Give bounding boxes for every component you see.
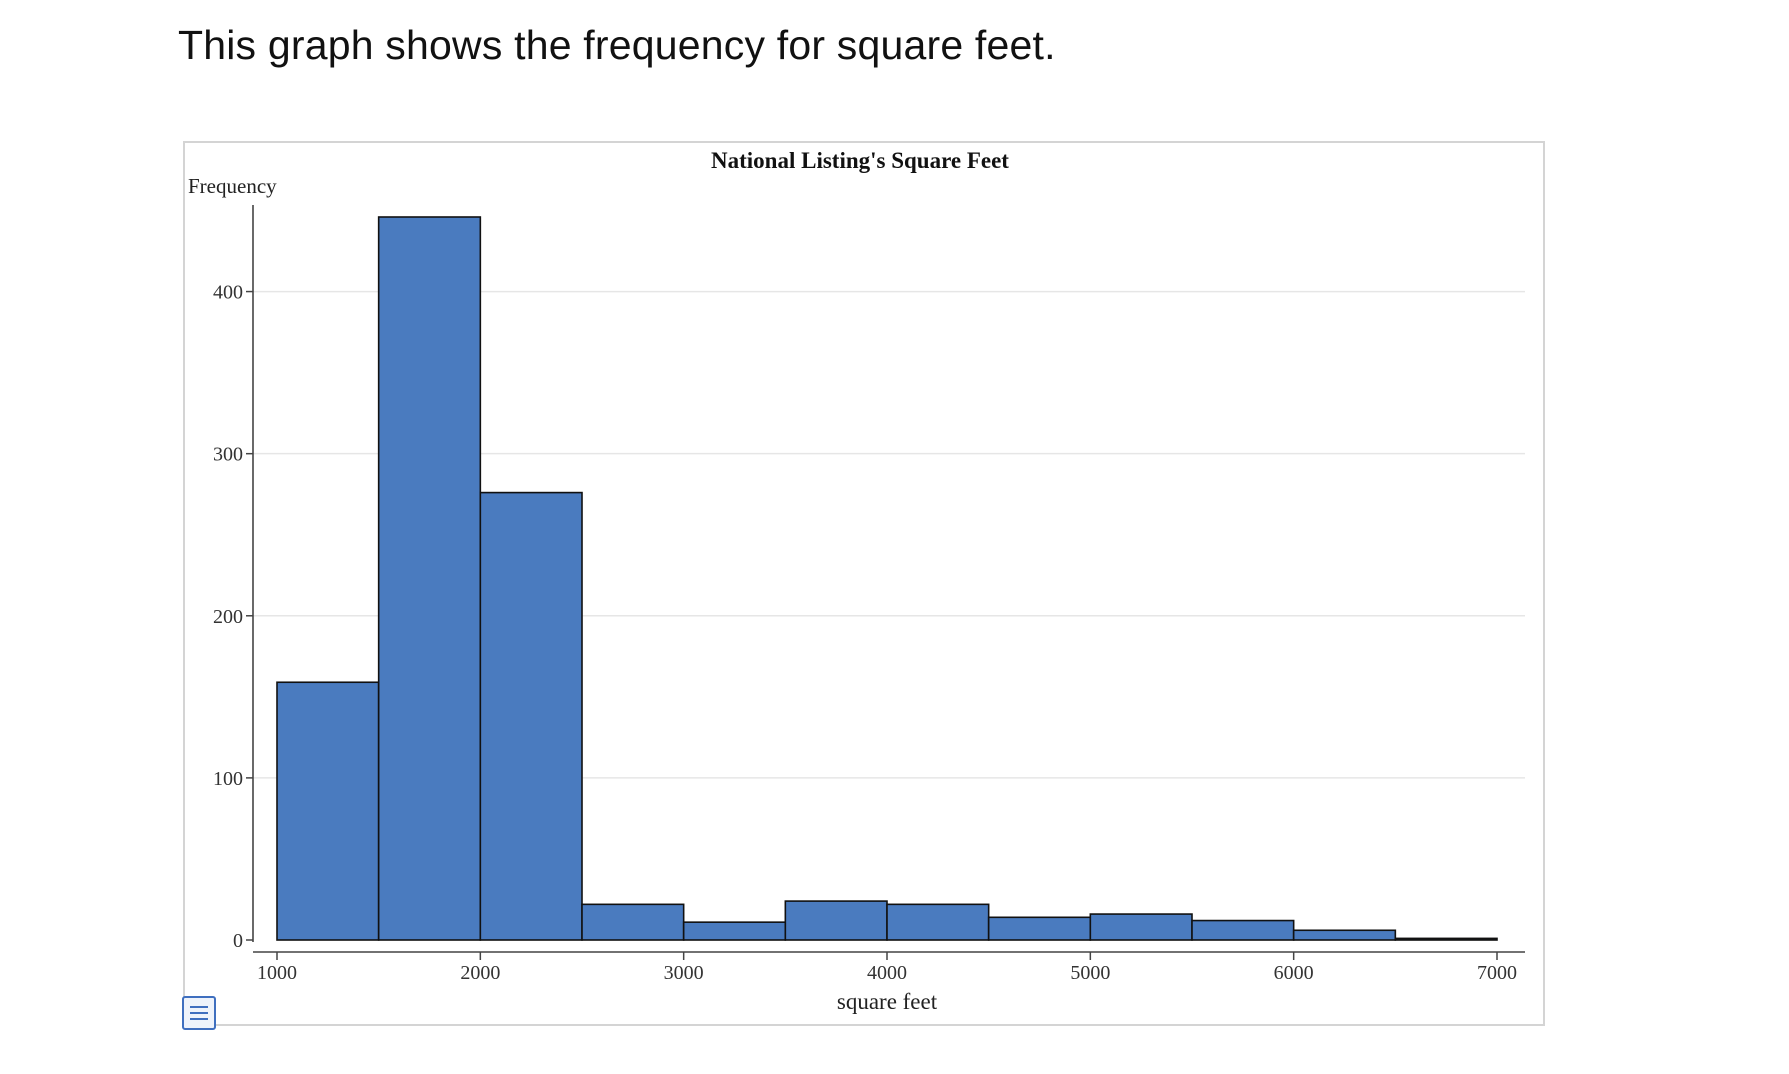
histogram-bar [682, 921, 787, 941]
page-heading: This graph shows the frequency for squar… [178, 22, 1056, 68]
x-tick-label: 4000 [867, 962, 907, 984]
histogram-bar [276, 681, 380, 941]
histogram-bar [1191, 919, 1295, 941]
histogram-bar [1292, 929, 1397, 941]
y-tick-label: 400 [213, 282, 243, 304]
list-menu-icon[interactable] [182, 996, 216, 1030]
histogram-bar [1089, 913, 1193, 941]
x-tick-label: 1000 [257, 962, 297, 984]
histogram-bar [784, 900, 888, 941]
histogram-bar [581, 903, 685, 941]
histogram-bar [987, 916, 1092, 941]
x-tick-label: 6000 [1274, 962, 1314, 984]
y-tick-label: 300 [213, 444, 243, 466]
y-tick-label: 200 [213, 606, 243, 628]
y-tick-label: 0 [233, 930, 243, 952]
x-tick-label: 2000 [460, 962, 500, 984]
histogram-bar [377, 216, 482, 941]
chart-title: National Listing's Square Feet [711, 148, 1009, 173]
x-tick-label: 5000 [1070, 962, 1110, 984]
x-tick-label: 3000 [664, 962, 704, 984]
y-tick-label: 100 [213, 768, 243, 790]
x-axis-label: square feet [837, 989, 938, 1014]
histogram-bar [886, 903, 990, 941]
x-tick-label: 7000 [1477, 962, 1517, 984]
y-axis-label: Frequency [188, 174, 277, 198]
histogram-bar [479, 491, 583, 941]
histogram-bar [1394, 937, 1498, 941]
